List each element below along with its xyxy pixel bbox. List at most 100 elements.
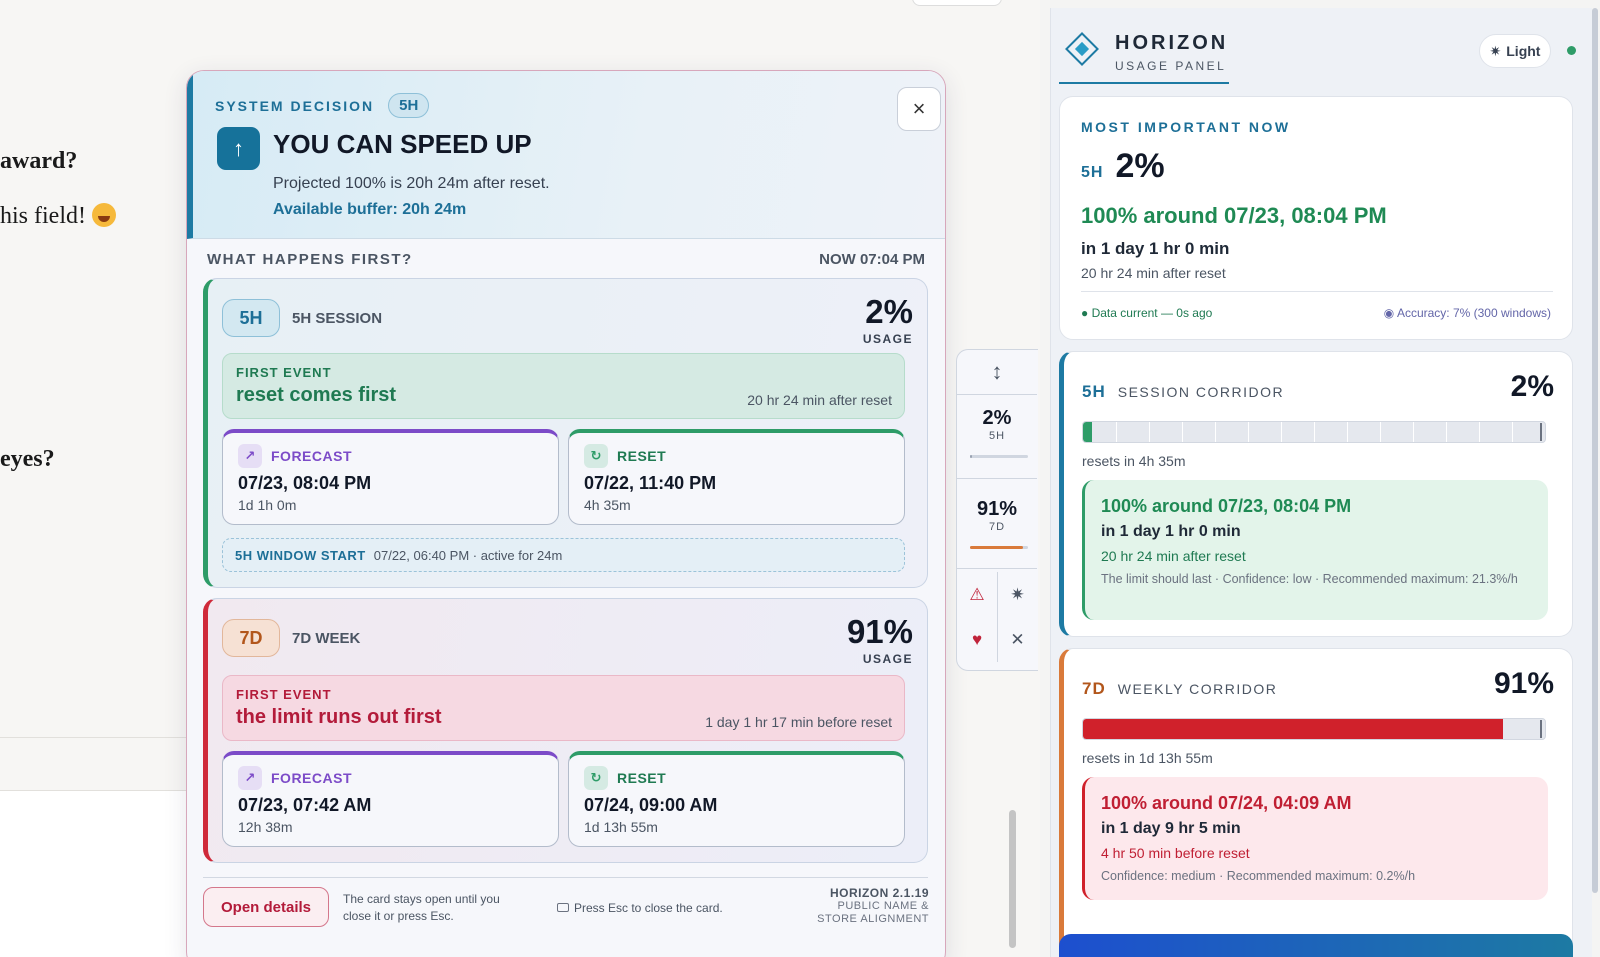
rail-bar-fill (970, 546, 1023, 549)
what-happens-title: WHAT HAPPENS FIRST? (207, 251, 413, 268)
reset-label: RESET (617, 770, 667, 786)
accuracy-status: ◉ Accuracy: 7% (300 windows) (1383, 306, 1551, 320)
reset-date: 07/22, 11:40 PM (584, 473, 717, 493)
corridor-tick (1347, 422, 1348, 442)
corridor-progress-fill (1083, 719, 1504, 739)
usage-panel: HORIZON USAGE PANEL ✷ Light MOST IMPORTAN… (1050, 8, 1592, 957)
reset-relative: 4h 35m (584, 497, 631, 513)
important-window: 5H (1081, 164, 1104, 181)
window-name: 7D WEEK (292, 630, 361, 647)
sun-icon: ✷ (1489, 42, 1502, 59)
reset-box: ↻ RESET 07/24, 09:00 AM 1d 13h 55m (568, 751, 905, 847)
first-event-note: 20 hr 24 min after reset (747, 392, 892, 408)
refresh-icon: ↻ (584, 444, 608, 468)
corridor-note: Confidence: medium · Recommended maximum… (1101, 869, 1416, 883)
rail-stat-5h[interactable]: 2% 5H (957, 407, 1037, 442)
sun-icon[interactable]: ✷ (997, 572, 1037, 617)
usage-label: USAGE (862, 652, 913, 666)
corridor-tick (1413, 422, 1414, 442)
theme-toggle-button[interactable]: ✷ Light (1479, 34, 1551, 68)
corridor-tick (1182, 422, 1183, 442)
forecast-label: FORECAST (271, 448, 352, 464)
forecast-label: FORECAST (271, 770, 352, 786)
corridor-tick (1446, 422, 1447, 442)
trend-up-icon: ↗ (238, 444, 262, 468)
close-icon[interactable]: ✕ (997, 617, 1037, 662)
open-details-button[interactable]: Open details (203, 887, 329, 927)
background-composer[interactable] (0, 790, 190, 957)
corridor-name: SESSION CORRIDOR (1117, 384, 1285, 400)
corridor-window: 7D (1082, 679, 1106, 698)
resize-vertical-icon[interactable]: ↕ (957, 350, 1037, 395)
first-event-text: the limit runs out first (236, 706, 442, 728)
corridor-end-marker (1540, 423, 1542, 441)
footer-divider (203, 877, 928, 878)
usage-label: USAGE (862, 332, 913, 346)
important-divider (1081, 291, 1553, 292)
forecast-relative: 1d 1h 0m (238, 497, 297, 513)
brand-subtitle: USAGE PANEL (1115, 59, 1227, 73)
brand-name: HORIZON (1115, 32, 1229, 54)
corridor-percent: 91% (1493, 667, 1554, 700)
forecast-box: ↗ FORECAST 07/23, 07:42 AM 12h 38m (222, 751, 559, 847)
corridor-name: WEEKLY CORRIDOR (1117, 681, 1278, 697)
corridor-end-marker (1540, 720, 1542, 738)
esc-hint: Press Esc to close the card. (557, 901, 723, 915)
current-time: NOW 07:04 PM (819, 251, 925, 268)
first-event-note: 1 day 1 hr 17 min before reset (705, 714, 892, 730)
first-event-box: FIRST EVENT the limit runs out first 1 d… (222, 675, 905, 741)
projection-text: Projected 100% is 20h 24m after reset. (273, 175, 550, 192)
decision-header: SYSTEM DECISION 5H ↑ YOU CAN SPEED UP Pr… (187, 71, 945, 239)
trend-up-icon: ↗ (238, 766, 262, 790)
panel-bottom-button[interactable] (1059, 934, 1573, 957)
corridor-tick (1149, 422, 1150, 442)
horizon-logo-icon (1065, 32, 1099, 66)
window-badge: 5H (222, 299, 280, 337)
most-important-card: MOST IMPORTANT NOW 5H 2% 100% around 07/… (1059, 96, 1573, 340)
window-pill: 5H (388, 93, 430, 118)
corridor-tick (1215, 422, 1216, 442)
refresh-icon: ↻ (584, 766, 608, 790)
corridor-tick (1479, 422, 1480, 442)
keyboard-icon (557, 903, 569, 912)
reset-date: 07/24, 09:00 AM (584, 795, 718, 815)
theme-toggle-label: Light (1506, 43, 1541, 59)
window-card-5h: 5H 5H SESSION 2% USAGE FIRST EVENT reset… (203, 278, 928, 588)
system-decision-label: SYSTEM DECISION (215, 97, 375, 114)
corridor-tick (1512, 422, 1513, 442)
version-info: HORIZON 2.1.19 PUBLIC NAME & STORE ALIGN… (799, 887, 929, 926)
corridor-forecast-box: 100% around 07/24, 04:09 AM in 1 day 9 h… (1082, 777, 1548, 900)
corridor-forecast: 100% around 07/23, 08:04 PM (1101, 496, 1352, 516)
corridor-note: The limit should last · Confidence: low … (1101, 572, 1518, 586)
corridor-resets: resets in 4h 35m (1082, 453, 1186, 469)
data-current-status: ● Data current — 0s ago (1081, 306, 1213, 320)
weekly-corridor-card: 7D WEEKLY CORRIDOR 91% resets in 1d 13h … (1059, 648, 1573, 957)
important-eta: in 1 day 1 hr 0 min (1081, 239, 1230, 258)
panel-header: HORIZON USAGE PANEL ✷ Light (1051, 8, 1592, 88)
background-text-line: his field! (0, 203, 116, 230)
version-subtitle: PUBLIC NAME & STORE ALIGNMENT (817, 900, 929, 925)
rail-stat-value: 2% (982, 407, 1012, 429)
panel-scrollbar[interactable] (1592, 8, 1598, 893)
arrow-up-icon: ↑ (217, 127, 260, 170)
background-top-button[interactable] (912, 0, 1002, 6)
buffer-text: Available buffer: 20h 24m (273, 201, 467, 218)
grin-emoji-icon (91, 203, 116, 227)
reset-relative: 1d 13h 55m (584, 819, 658, 835)
corridor-progress-bar (1082, 718, 1546, 740)
most-important-label: MOST IMPORTANT NOW (1081, 119, 1291, 135)
corridor-percent: 2% (1510, 370, 1554, 403)
footer-note: The card stays open until you close it o… (343, 892, 500, 923)
corridor-tick (1248, 422, 1249, 442)
window-usage-percent: 2% (865, 293, 913, 330)
corridor-eta: in 1 day 1 hr 0 min (1101, 523, 1241, 540)
window-badge: 7D (222, 619, 280, 657)
corridor-relative: 4 hr 50 min before reset (1101, 845, 1250, 861)
important-percent: 2% (1115, 147, 1165, 185)
close-button[interactable]: × (897, 87, 941, 131)
warning-icon[interactable]: ⚠ (969, 584, 985, 604)
background-scrollbar[interactable] (1009, 810, 1016, 948)
heart-icon[interactable]: ♥ (971, 629, 983, 649)
rail-stat-7d[interactable]: 91% 7D (957, 498, 1037, 533)
corridor-tick (1314, 422, 1315, 442)
